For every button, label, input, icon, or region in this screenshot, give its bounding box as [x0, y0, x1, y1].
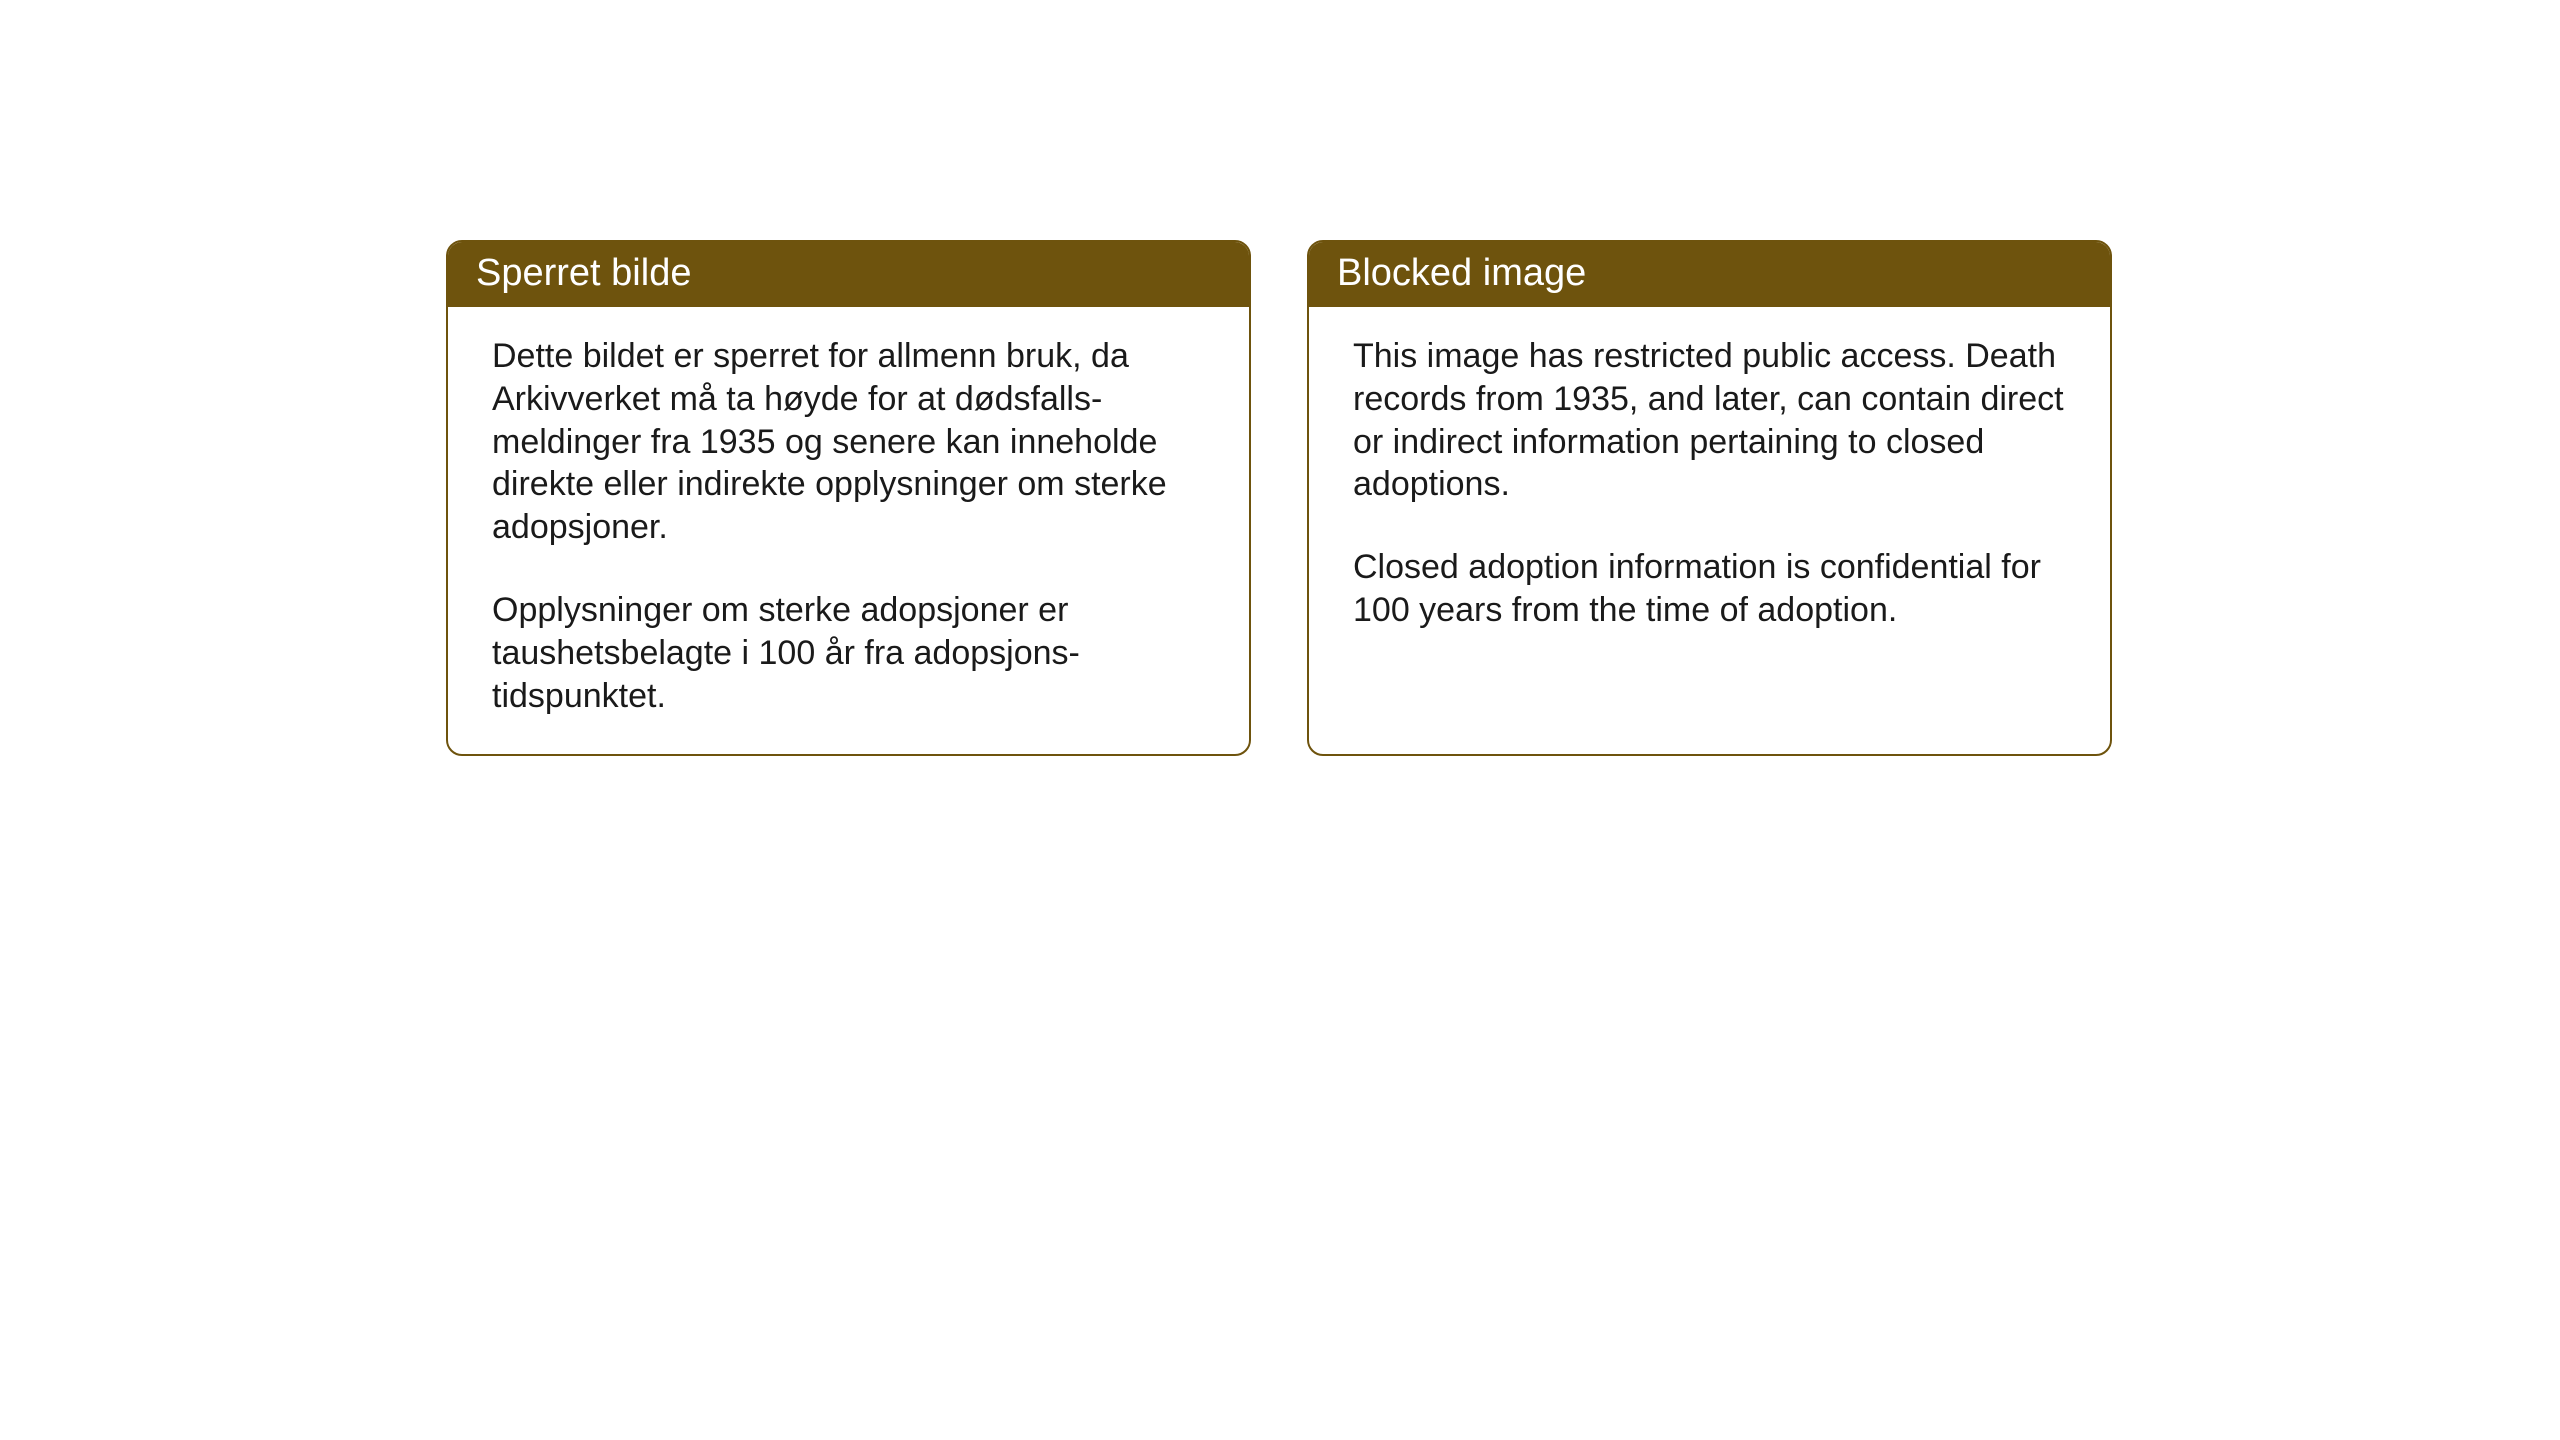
- card-header-norwegian: Sperret bilde: [448, 242, 1249, 307]
- card-header-english: Blocked image: [1309, 242, 2110, 307]
- paragraph-norwegian-2: Opplysninger om sterke adopsjoner er tau…: [492, 589, 1205, 717]
- notice-card-english: Blocked image This image has restricted …: [1307, 240, 2112, 756]
- paragraph-english-2: Closed adoption information is confident…: [1353, 546, 2066, 632]
- card-body-english: This image has restricted public access.…: [1309, 307, 2110, 668]
- paragraph-english-1: This image has restricted public access.…: [1353, 335, 2066, 506]
- notice-cards-container: Sperret bilde Dette bildet er sperret fo…: [446, 240, 2112, 756]
- notice-card-norwegian: Sperret bilde Dette bildet er sperret fo…: [446, 240, 1251, 756]
- card-body-norwegian: Dette bildet er sperret for allmenn bruk…: [448, 307, 1249, 754]
- paragraph-norwegian-1: Dette bildet er sperret for allmenn bruk…: [492, 335, 1205, 549]
